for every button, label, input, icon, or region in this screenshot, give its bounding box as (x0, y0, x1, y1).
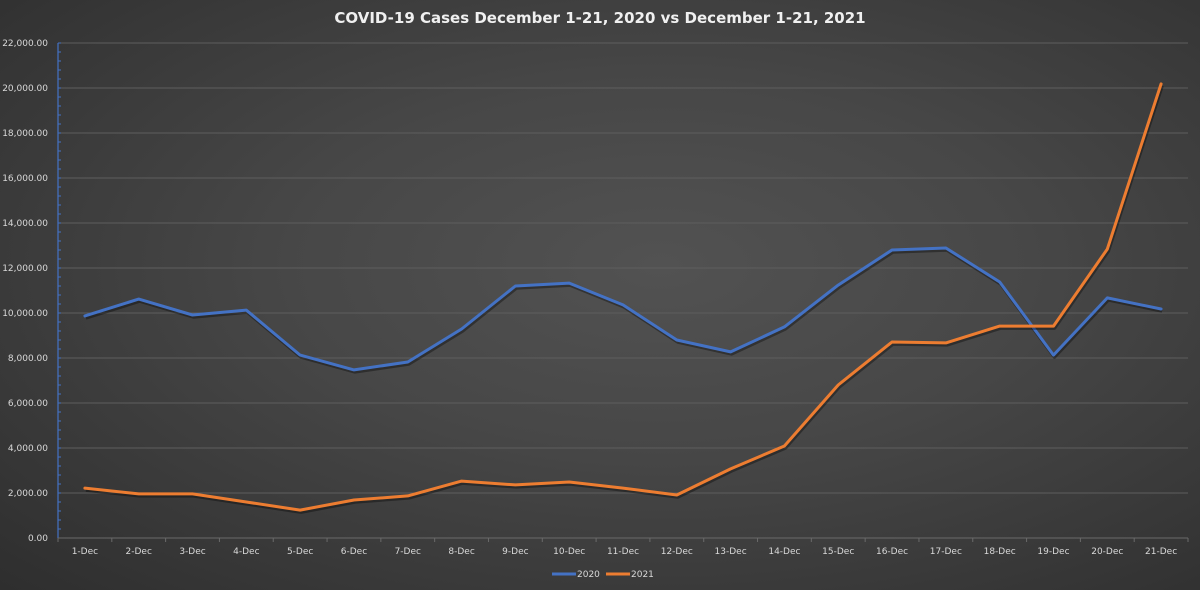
y-tick-label: 20,000.00 (2, 84, 48, 94)
x-tick-label: 18-Dec (984, 547, 1016, 557)
data-point-2021 (514, 483, 517, 486)
x-tick-label: 14-Dec (768, 547, 800, 557)
y-tick-label: 12,000.00 (2, 264, 48, 274)
data-point-2021 (245, 501, 248, 504)
series (83, 82, 1164, 514)
data-point-2020 (514, 285, 517, 288)
series-shadow-2021 (85, 85, 1164, 514)
x-tick-label: 8-Dec (448, 547, 474, 557)
legend-label-2020: 2020 (577, 570, 600, 580)
x-tick-label: 2-Dec (126, 547, 152, 557)
data-point-2020 (191, 314, 194, 317)
x-tick-label: 16-Dec (876, 547, 908, 557)
data-point-2021 (1160, 82, 1163, 85)
data-point-2021 (783, 444, 786, 447)
data-point-2021 (675, 494, 678, 497)
x-tick-label: 15-Dec (822, 547, 854, 557)
data-point-2021 (352, 498, 355, 501)
y-tick-label: 10,000.00 (2, 309, 48, 319)
data-point-2020 (1106, 296, 1109, 299)
data-point-2020 (352, 368, 355, 371)
data-point-2021 (944, 341, 947, 344)
legend: 2020 2021 (552, 570, 654, 580)
data-point-2020 (729, 350, 732, 353)
data-point-2021 (622, 487, 625, 490)
x-tick-label: 6-Dec (341, 547, 367, 557)
y-tick-label: 16,000.00 (2, 174, 48, 184)
data-point-2020 (460, 327, 463, 330)
data-point-2021 (83, 487, 86, 490)
x-tick-label: 5-Dec (287, 547, 313, 557)
x-tick-label: 1-Dec (72, 547, 98, 557)
y-tick-label: 18,000.00 (2, 129, 48, 139)
data-point-2021 (1052, 325, 1055, 328)
data-point-2021 (891, 341, 894, 344)
gridlines (58, 42, 1188, 494)
data-point-2020 (83, 314, 86, 317)
data-point-2021 (191, 492, 194, 495)
data-point-2021 (568, 480, 571, 483)
data-point-2021 (137, 492, 140, 495)
data-point-2021 (998, 325, 1001, 328)
data-point-2020 (675, 339, 678, 342)
data-point-2020 (245, 309, 248, 312)
x-tick-label: 19-Dec (1037, 547, 1069, 557)
data-point-2020 (1052, 354, 1055, 357)
x-tick-label: 3-Dec (179, 547, 205, 557)
x-tick-label: 12-Dec (661, 547, 693, 557)
y-tick-label: 14,000.00 (2, 219, 48, 229)
y-tick-label: 0.00 (28, 534, 48, 544)
x-tick-label: 4-Dec (233, 547, 259, 557)
x-tick-label: 10-Dec (553, 547, 585, 557)
data-point-2020 (783, 325, 786, 328)
data-point-2020 (406, 361, 409, 364)
data-point-2020 (299, 354, 302, 357)
legend-label-2021: 2021 (631, 570, 654, 580)
data-point-2020 (1160, 307, 1163, 310)
data-point-2021 (299, 509, 302, 512)
x-tick-label: 20-Dec (1091, 547, 1123, 557)
data-point-2021 (406, 494, 409, 497)
data-point-2020 (568, 282, 571, 285)
data-point-2021 (1106, 248, 1109, 251)
x-tick-label: 21-Dec (1145, 547, 1177, 557)
y-tick-label: 8,000.00 (8, 354, 48, 364)
data-point-2020 (944, 246, 947, 249)
data-point-2021 (729, 467, 732, 470)
data-point-2020 (891, 249, 894, 252)
x-tick-label: 11-Dec (607, 547, 639, 557)
x-axis: 1-Dec 2-Dec 3-Dec 4-Dec 5-Dec 6-Dec 7-Dec 8-Dec… (57, 537, 1189, 557)
data-point-2021 (837, 384, 840, 387)
data-point-2021 (460, 480, 463, 483)
series-line-2020 (83, 246, 1163, 372)
chart-title: COVID-19 Cases December 1-21, 2020 vs De… (334, 9, 865, 27)
y-tick-label: 4,000.00 (8, 444, 48, 454)
y-tick-label: 2,000.00 (8, 489, 48, 499)
data-point-2020 (998, 280, 1001, 283)
y-tick-label: 22,000.00 (2, 39, 48, 49)
data-point-2020 (137, 298, 140, 301)
x-tick-label: 9-Dec (502, 547, 528, 557)
x-tick-label: 7-Dec (395, 547, 421, 557)
x-tick-label: 17-Dec (930, 547, 962, 557)
data-point-2020 (622, 303, 625, 306)
x-tick-label: 13-Dec (715, 547, 747, 557)
data-point-2020 (837, 284, 840, 287)
y-tick-label: 6,000.00 (8, 399, 48, 409)
y-axis: 0.00 2,000.00 4,000.00 6,000.00 8,000.00 10,0… (2, 39, 61, 544)
series-line-2021 (83, 82, 1163, 512)
